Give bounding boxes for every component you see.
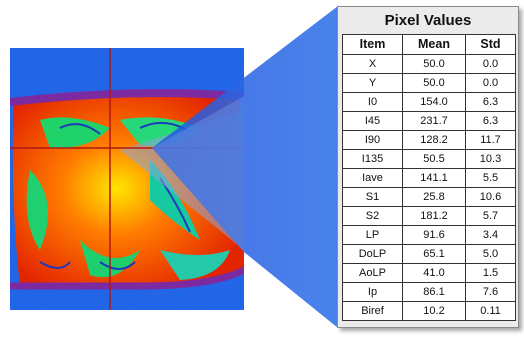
row-std: 11.7 (465, 130, 516, 150)
frame-rim-bottom (10, 266, 244, 290)
pixel-values-table: Item Mean Std X 50.0 0.0 Y 50.0 0.0 I0 154.0 6… (342, 34, 516, 321)
row-mean: 65.1 (402, 244, 466, 264)
row-std: 6.3 (465, 111, 516, 131)
row-std: 6.3 (465, 92, 516, 112)
row-item: I135 (342, 149, 403, 169)
row-item: DoLP (342, 244, 403, 264)
row-mean: 41.0 (402, 263, 466, 283)
table-row: I0 154.0 6.3 (342, 92, 516, 112)
table-row: I90 128.2 11.7 (342, 130, 516, 150)
row-std: 3.4 (465, 225, 516, 245)
row-std: 0.0 (465, 54, 516, 74)
row-item: AoLP (342, 263, 403, 283)
row-std: 5.0 (465, 244, 516, 264)
row-item: Iave (342, 168, 403, 188)
row-std: 0.0 (465, 73, 516, 93)
row-mean: 50.0 (402, 54, 466, 74)
table-row: I135 50.5 10.3 (342, 149, 516, 169)
table-row: LP 91.6 3.4 (342, 225, 516, 245)
row-std: 7.6 (465, 282, 516, 302)
row-item: S1 (342, 187, 403, 207)
row-item: I0 (342, 92, 403, 112)
row-item: Y (342, 73, 403, 93)
frame-rim-top (10, 89, 244, 106)
row-item: I45 (342, 111, 403, 131)
row-std: 10.6 (465, 187, 516, 207)
table-row: Y 50.0 0.0 (342, 73, 516, 93)
column-header-mean: Mean (402, 34, 466, 55)
table-row: S2 181.2 5.7 (342, 206, 516, 226)
table-row: S1 25.8 10.6 (342, 187, 516, 207)
table-row: AoLP 41.0 1.5 (342, 263, 516, 283)
row-std: 5.7 (465, 206, 516, 226)
row-std: 1.5 (465, 263, 516, 283)
row-mean: 86.1 (402, 282, 466, 302)
row-mean: 91.6 (402, 225, 466, 245)
row-mean: 10.2 (402, 301, 466, 321)
row-mean: 25.8 (402, 187, 466, 207)
row-mean: 231.7 (402, 111, 466, 131)
table-row: X 50.0 0.0 (342, 54, 516, 74)
table-row: I45 231.7 6.3 (342, 111, 516, 131)
row-item: S2 (342, 206, 403, 226)
row-item: Biref (342, 301, 403, 321)
row-mean: 141.1 (402, 168, 466, 188)
table-header-row: Item Mean Std (342, 34, 516, 55)
table-row: Ip 86.1 7.6 (342, 282, 516, 302)
row-mean: 181.2 (402, 206, 466, 226)
row-std: 10.3 (465, 149, 516, 169)
table-row: Biref 10.2 0.11 (342, 301, 516, 321)
row-item: LP (342, 225, 403, 245)
row-mean: 50.0 (402, 73, 466, 93)
row-item: Ip (342, 282, 403, 302)
row-mean: 154.0 (402, 92, 466, 112)
panel-title: Pixel Values (384, 12, 472, 29)
row-item: I90 (342, 130, 403, 150)
table-row: DoLP 65.1 5.0 (342, 244, 516, 264)
pixel-values-panel: Pixel Values Item Mean Std X 50.0 0.0 Y 50.… (337, 6, 519, 328)
row-std: 5.5 (465, 168, 516, 188)
table-row: Iave 141.1 5.5 (342, 168, 516, 188)
column-header-item: Item (342, 34, 403, 55)
connector-overlay (152, 96, 244, 252)
row-std: 0.11 (465, 301, 516, 321)
row-item: X (342, 54, 403, 74)
column-header-std: Std (465, 34, 516, 55)
row-mean: 50.5 (402, 149, 466, 169)
row-mean: 128.2 (402, 130, 466, 150)
callout-connector (152, 6, 338, 328)
